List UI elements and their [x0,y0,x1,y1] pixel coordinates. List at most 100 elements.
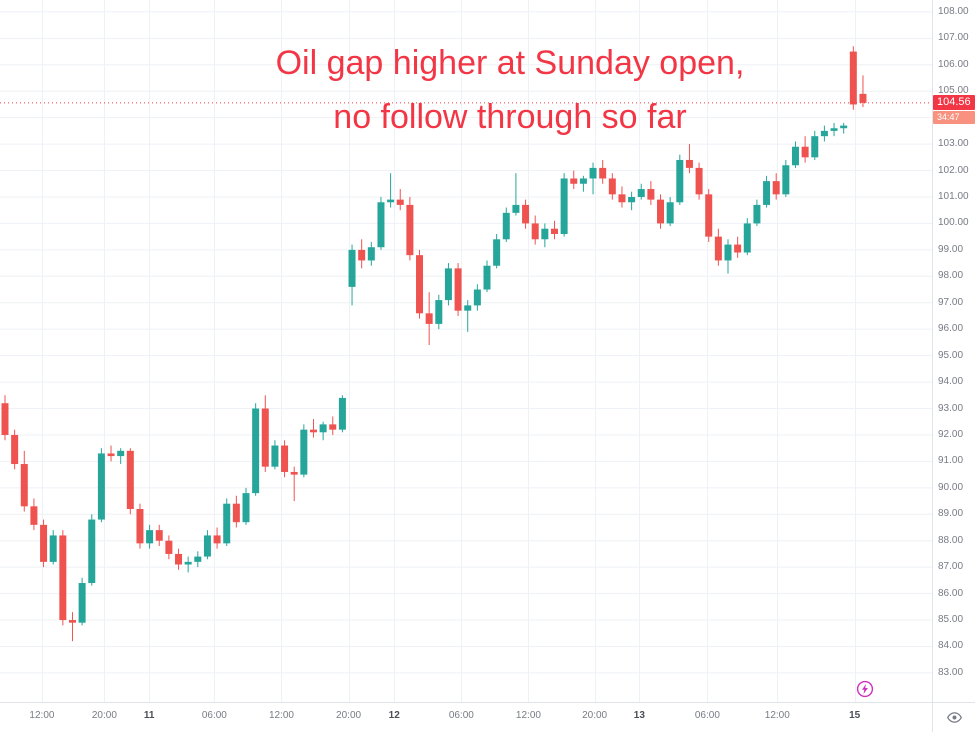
candle [502,207,510,242]
candle [146,524,154,549]
price-tick-label: 106.00 [938,58,969,70]
candle [666,196,674,227]
candle [300,424,308,478]
last-price-badges: 104.56 34:47 [933,94,975,124]
candle [772,173,780,200]
candle [358,239,366,269]
candlestick-series [1,46,867,642]
candle [107,445,115,462]
price-tick-label: 96.00 [938,323,964,335]
candle [705,189,713,242]
candle [849,46,857,110]
candle [753,199,761,227]
candle [493,234,501,269]
candle [473,284,481,311]
price-tick-label: 103.00 [938,138,969,150]
price-tick-label: 100.00 [938,217,969,229]
candle [464,300,472,332]
price-tick-label: 93.00 [938,402,964,414]
candle [367,241,375,266]
candle [820,125,828,142]
candle [531,215,539,245]
candlestick-chart[interactable] [0,0,932,702]
candle [570,170,578,190]
axis-corner [932,702,975,732]
price-tick-label: 90.00 [938,481,964,493]
time-tick-label: 06:00 [201,710,227,721]
price-tick-label: 92.00 [938,428,964,440]
price-tick-label: 83.00 [938,666,964,678]
price-tick-label: 105.00 [938,85,969,97]
bar-countdown-label: 34:47 [933,110,975,124]
candle [203,530,211,560]
chart-annotation-text[interactable]: Oil gap higher at Sunday open, no follow… [140,36,880,144]
candle [338,395,346,433]
candle [714,228,722,266]
candle [223,498,231,546]
time-axis[interactable]: 12:00 20:00 11 06:00 12:00 20:00 12 06:00 12:00 2… [0,702,932,732]
candle [126,448,134,515]
price-tick-label: 89.00 [938,508,964,520]
candle [40,519,48,568]
price-tick-label: 108.00 [938,5,969,17]
price-tick-label: 97.00 [938,296,964,308]
candle [859,75,867,108]
annotation-line-1: Oil gap higher at Sunday open, [275,44,745,82]
candle [589,162,597,195]
candle [88,514,96,586]
candle [791,141,799,168]
candle [579,175,587,192]
time-tick-label-day: 13 [633,710,645,721]
candle [396,189,404,211]
price-axis[interactable]: 108.00107.00106.00105.00104.00103.00102.… [932,0,975,702]
candle [281,440,289,478]
time-tick-label: 12:00 [764,710,790,721]
candle [309,419,317,438]
candle [117,448,125,465]
candle [657,194,665,229]
candle [763,175,771,208]
candle [444,263,452,306]
time-tick-label: 12:00 [29,710,55,721]
price-tick-label: 85.00 [938,614,964,626]
time-tick-label: 12:00 [268,710,294,721]
candle [319,421,327,441]
price-tick-label: 99.00 [938,243,964,255]
candle [20,450,28,512]
candle [454,263,462,316]
candle [830,122,838,137]
time-tick-label-day: 12 [388,710,400,721]
lightning-icon[interactable] [856,680,874,698]
price-tick-label: 94.00 [938,376,964,388]
candle [261,395,269,472]
candle [560,173,568,237]
candle [377,196,385,250]
price-tick-label: 88.00 [938,534,964,546]
candle [483,260,491,293]
time-tick-label: 06:00 [694,710,720,721]
candle [406,196,414,261]
chart-plot-area[interactable]: Oil gap higher at Sunday open, no follow… [0,0,932,702]
candle [425,292,433,346]
candle [213,527,221,549]
time-tick-label: 20:00 [91,710,117,721]
candle [49,530,57,565]
time-tick-label: 20:00 [582,710,608,721]
time-tick-label-day: 15 [849,710,861,721]
candle [840,122,848,134]
price-tick-label: 107.00 [938,32,969,44]
candle [618,186,626,208]
candle [348,244,356,306]
price-tick-label: 95.00 [938,349,964,361]
candle [290,466,298,502]
candle [387,173,395,208]
candle [599,159,607,184]
candle [175,548,183,570]
candle [11,429,19,470]
candle [136,503,144,549]
candle [734,236,742,258]
candle [78,577,86,626]
eye-icon[interactable] [946,709,963,726]
price-tick-label: 102.00 [938,164,969,176]
